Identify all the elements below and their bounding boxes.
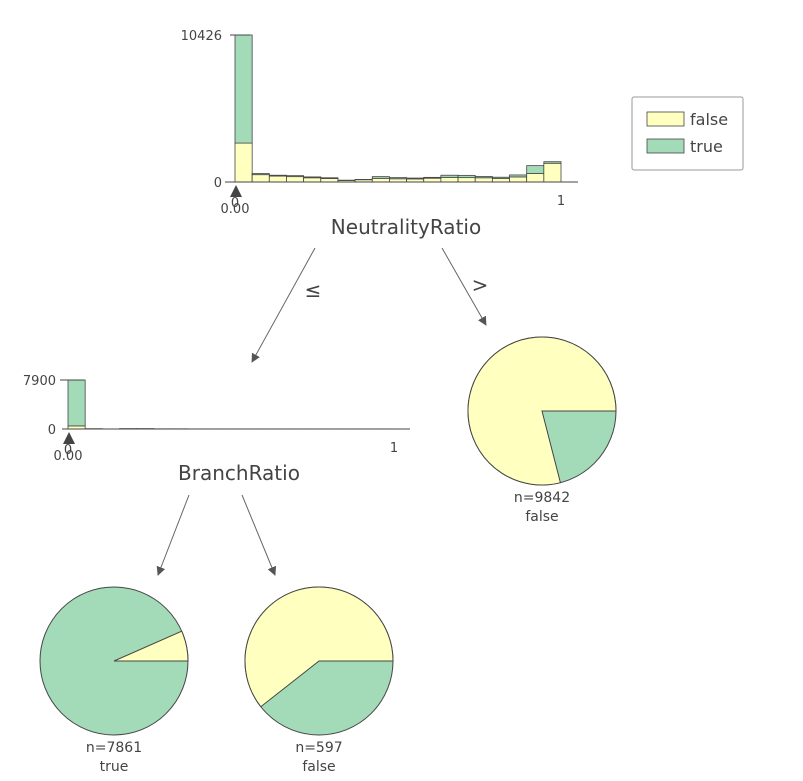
- edge-inner-left: [156, 494, 190, 576]
- root-x-right-label: 1: [557, 194, 565, 209]
- root-bar-false-16: [509, 176, 528, 183]
- root-bar-true-3: [286, 175, 305, 178]
- root-histogram: 10426 0 0 1 0.00 NeutralityRatio: [181, 29, 578, 239]
- root-bar-false-5: [320, 178, 339, 183]
- root-split-label: 0.00: [221, 202, 250, 217]
- edge-left-label: ≤: [305, 278, 322, 302]
- leaf-right-n-label: n=9842: [514, 490, 570, 506]
- inner-feature-name: BranchRatio: [178, 461, 300, 485]
- legend-box: [631, 96, 744, 171]
- inner-ymin-label: 0: [48, 423, 56, 438]
- root-bar-false-2: [268, 175, 287, 183]
- inner-histogram: 7900 0 0 1 0.00 BranchRatio: [23, 374, 410, 485]
- root-bar-false-1: [251, 174, 270, 183]
- leaf-right-pie: n=9842 false: [467, 336, 617, 525]
- leaf-left-right-slice-false: [244, 586, 394, 708]
- inner-histogram-bars: [67, 379, 395, 430]
- root-bar-true-2: [268, 174, 287, 177]
- leaf-left-right-n-label: n=597: [295, 740, 342, 756]
- legend-swatch-false: [646, 111, 685, 127]
- leaf-right-class-label: false: [525, 509, 558, 525]
- root-bar-false-3: [286, 176, 305, 183]
- root-bar-true-5: [320, 177, 339, 179]
- root-bar-false-13: [457, 177, 476, 183]
- root-ymin-label: 0: [214, 176, 222, 191]
- root-bar-false-12: [440, 176, 459, 183]
- leaf-left-right-class-label: false: [302, 759, 335, 775]
- root-bar-true-14: [474, 176, 493, 179]
- root-bar-true-8: [371, 176, 390, 179]
- legend-label-true: true: [690, 137, 723, 156]
- edge-right-label: >: [472, 273, 489, 297]
- root-bar-true-17: [526, 165, 545, 174]
- leaf-left-right-pie: n=597 false: [244, 586, 394, 775]
- root-bar-true-13: [457, 174, 476, 179]
- root-bar-true-10: [406, 177, 425, 180]
- root-bar-true-9: [389, 177, 407, 180]
- inner-split-marker-icon: [63, 432, 75, 444]
- root-bar-true-15: [491, 176, 510, 179]
- inner-ymax-label: 7900: [23, 374, 56, 389]
- root-split-marker-icon: [230, 185, 242, 197]
- root-ymax-label: 10426: [181, 29, 222, 44]
- root-bar-true-1: [251, 173, 270, 176]
- root-bar-false-0: [234, 142, 253, 183]
- leaf-left-left-slice-false: [113, 630, 189, 662]
- root-bar-true-4: [303, 176, 322, 179]
- root-bar-true-11: [423, 176, 442, 179]
- leaf-left-left-pie: n=7861 true: [39, 586, 189, 775]
- leaf-left-left-class-label: true: [100, 759, 129, 775]
- root-bar-false-11: [423, 177, 442, 183]
- edge-root-right: [441, 247, 487, 326]
- root-x-left-label: 0: [231, 196, 239, 211]
- root-bar-false-18: [543, 162, 562, 183]
- leaf-right-slice-false: [467, 336, 617, 486]
- legend: false true: [631, 96, 744, 171]
- inner-x-right-label: 1: [390, 441, 398, 456]
- root-bar-true-0: [234, 34, 253, 144]
- root-bar-false-14: [474, 177, 493, 183]
- legend-swatch-true: [646, 138, 685, 154]
- inner-split-label: 0.00: [54, 449, 83, 464]
- root-feature-name: NeutralityRatio: [331, 215, 481, 239]
- root-histogram-bars: [234, 34, 562, 183]
- inner-x-left-label: 0: [64, 443, 72, 458]
- root-bar-true-18: [543, 161, 562, 164]
- edge-root-left: [251, 247, 316, 363]
- root-bar-false-17: [526, 173, 545, 183]
- root-bar-true-16: [509, 174, 528, 178]
- edge-inner-right: [241, 494, 277, 576]
- legend-label-false: false: [690, 110, 728, 129]
- root-bar-true-12: [440, 174, 459, 178]
- leaf-left-left-n-label: n=7861: [86, 740, 142, 756]
- inner-bar-true-0: [67, 379, 86, 427]
- root-bar-false-8: [371, 177, 390, 183]
- root-bar-false-15: [491, 177, 510, 183]
- root-bar-false-4: [303, 177, 322, 183]
